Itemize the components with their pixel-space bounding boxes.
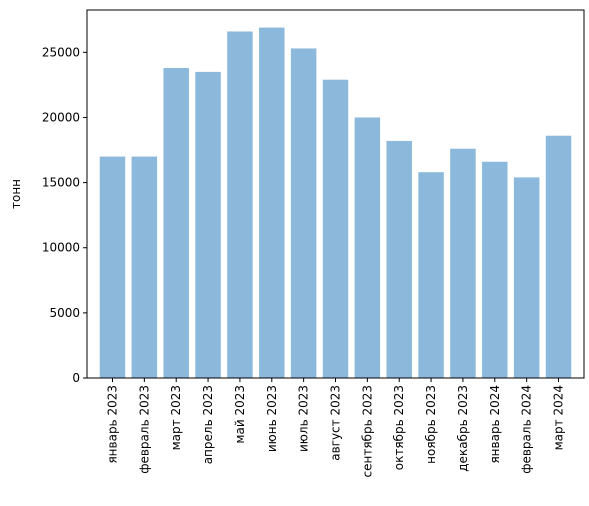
y-tick-label: 0 — [72, 371, 80, 385]
y-axis: 0 5000 10000 15000 20000 25000 — [42, 45, 87, 385]
bar — [195, 71, 221, 378]
x-tick-label: октябрь 2023 — [392, 385, 406, 470]
x-tick-label: январь 2024 — [488, 385, 502, 464]
y-tick-label: 10000 — [42, 241, 80, 255]
x-tick-label: июнь 2023 — [265, 385, 279, 452]
bar — [513, 177, 540, 378]
bar — [131, 156, 158, 378]
bar — [450, 148, 476, 378]
x-tick-label: январь 2023 — [105, 385, 119, 464]
bar — [227, 31, 253, 379]
x-tick-label: май 2023 — [233, 385, 247, 444]
bar — [386, 140, 412, 378]
y-tick-label: 25000 — [42, 45, 80, 59]
x-axis: январь 2023 февраль 2023 март 2023 апрель 2… — [105, 378, 566, 477]
bar — [290, 48, 317, 379]
x-tick-label: декабрь 2023 — [456, 385, 470, 472]
x-tick-label: март 2023 — [169, 385, 183, 450]
bar — [259, 27, 285, 379]
bar — [418, 172, 444, 378]
y-tick-label: 5000 — [49, 306, 80, 320]
bars-group — [99, 27, 572, 379]
bar — [354, 117, 381, 378]
x-tick-label: сентябрь 2023 — [360, 385, 374, 477]
y-tick-label: 20000 — [42, 110, 80, 124]
x-tick-label: июль 2023 — [297, 385, 311, 452]
y-axis-label: тонн — [9, 179, 23, 209]
bar — [545, 135, 572, 378]
x-tick-label: февраль 2024 — [520, 385, 534, 474]
x-tick-label: август 2023 — [329, 385, 343, 461]
x-tick-label: ноябрь 2023 — [424, 385, 438, 464]
bar — [163, 67, 189, 378]
bar — [99, 156, 126, 378]
x-tick-label: февраль 2023 — [137, 385, 151, 474]
x-tick-label: март 2024 — [552, 385, 566, 450]
x-tick-label: апрель 2023 — [201, 385, 215, 464]
bar — [322, 79, 349, 378]
bar — [482, 161, 508, 378]
y-tick-label: 15000 — [42, 176, 80, 190]
